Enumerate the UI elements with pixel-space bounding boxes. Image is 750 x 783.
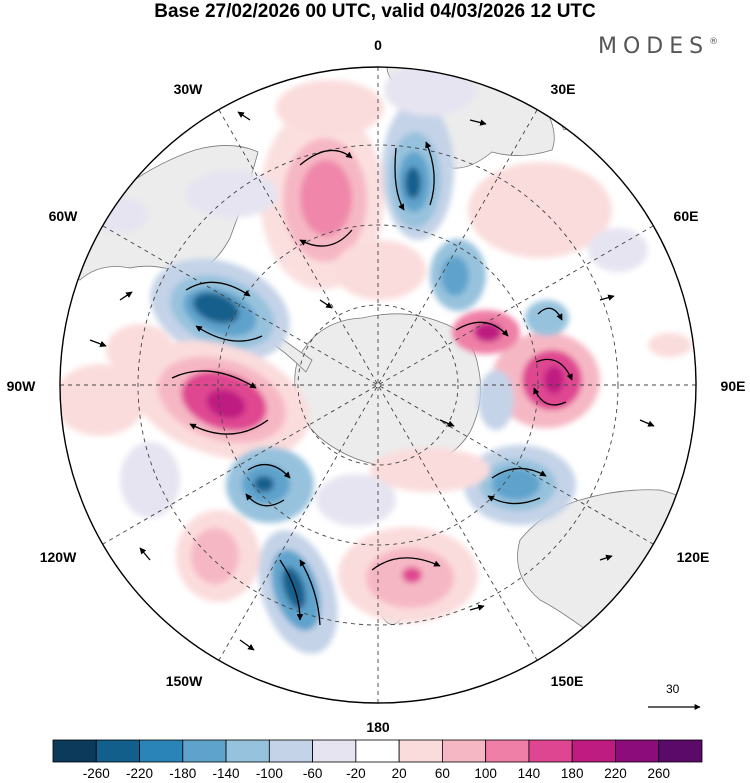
map-frame [59, 66, 697, 704]
anomaly-cyclone-southern-ocean-east [464, 445, 576, 525]
lon-label-0: 0 [374, 37, 382, 53]
brand-name: MODES [598, 34, 710, 59]
anomaly-cyclone-southeast-atlantic [382, 100, 454, 240]
colorbar-tick-label: 100 [474, 766, 497, 781]
colorbar-tick-label: 260 [647, 766, 670, 781]
colorbar-swatch [571, 739, 616, 763]
anomaly-anticyclone-bellingshausen [130, 340, 310, 460]
lon-label-120e: 120E [676, 549, 710, 565]
colorbar-tick-label: -260 [82, 766, 110, 781]
colorbar-swatch [615, 739, 660, 763]
lon-label-30e: 30E [550, 81, 576, 97]
lon-label-150e: 150E [550, 673, 584, 689]
colorbar-tick-label: -100 [255, 766, 283, 781]
colorbar-swatch [139, 739, 184, 763]
lon-label-90e: 90E [720, 378, 746, 394]
lon-label-90w: 90W [6, 378, 36, 394]
colorbar-tick-label: 20 [391, 766, 407, 781]
wind-vectors [89, 111, 655, 651]
colorbar-swatch [95, 739, 140, 763]
colorbar-tick-label: -180 [169, 766, 197, 781]
lon-label-180: 180 [366, 719, 390, 735]
modes-logo: MODES® [598, 34, 718, 59]
colorbar-swatch [182, 739, 227, 763]
colorbar-tick-label: -220 [126, 766, 154, 781]
graticule [60, 67, 696, 703]
reference-vector-value: 30 [666, 682, 680, 696]
anomaly-cyclone-ross-sea [258, 530, 338, 654]
colorbar-tick-label: -20 [346, 766, 366, 781]
anomaly-anticyclone-west-pacific [176, 510, 260, 602]
colorbar-swatch [658, 739, 703, 763]
colorbar-tick-label: -140 [212, 766, 240, 781]
colorbar-tick-label: 140 [517, 766, 541, 781]
colorbar [52, 739, 703, 763]
colorbar-swatch [441, 739, 487, 763]
anomaly-weak-negative-patches [92, 67, 648, 526]
lon-label-60e: 60E [673, 208, 699, 224]
colorbar-swatch [225, 739, 270, 763]
map-title: Base 27/02/2026 00 UTC, valid 04/03/2026… [154, 1, 596, 22]
colorbar-swatch [312, 739, 357, 763]
colorbar-swatch [355, 739, 400, 763]
colorbar-swatch [485, 739, 530, 763]
lon-label-60w: 60W [48, 208, 78, 224]
colorbar-tick-label: 180 [560, 766, 584, 781]
colorbar-swatch [52, 739, 97, 763]
lon-label-120w: 120W [39, 549, 77, 565]
lon-label-150w: 150W [165, 673, 203, 689]
colorbar-swatch [528, 739, 573, 763]
colorbar-tick-label: 220 [604, 766, 627, 781]
anomaly-cyclone-amundsen [226, 447, 314, 523]
colorbar-swatch [398, 739, 443, 763]
brand-mark: ® [709, 37, 719, 47]
anomaly-anticyclone-south-atlantic [260, 106, 384, 290]
colorbar-tick-label: 60 [434, 766, 450, 781]
lon-label-30w: 30W [173, 81, 203, 97]
colorbar-tick-label: -60 [302, 766, 323, 781]
colorbar-swatch [268, 739, 314, 763]
anomaly-anticyclone-southwest-pacific [338, 527, 478, 623]
anomaly-weak-positive-patches [60, 80, 692, 492]
